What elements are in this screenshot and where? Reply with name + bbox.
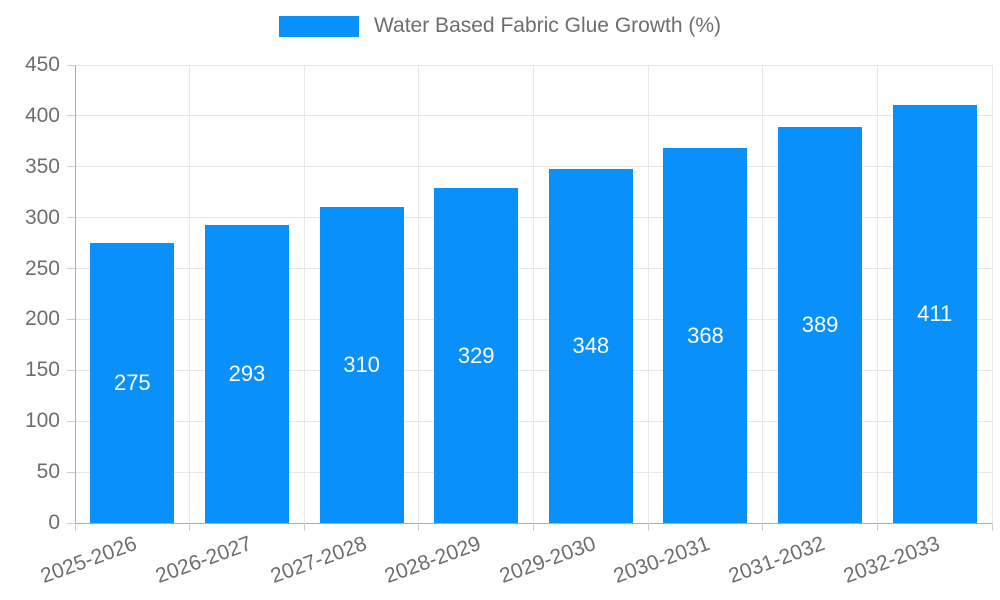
- y-tick-label: 250: [24, 256, 60, 280]
- y-tick-mark: [67, 471, 75, 473]
- x-tick-mark: [647, 523, 649, 531]
- y-tick-label: 200: [24, 307, 60, 331]
- x-tick-mark: [418, 523, 420, 531]
- x-tick-mark: [876, 523, 878, 531]
- bar-value-label: 368: [687, 322, 724, 348]
- y-tick-label: 400: [24, 103, 60, 127]
- y-tick-mark: [67, 115, 75, 117]
- y-tick-label: 450: [24, 53, 60, 76]
- bar-2031-2032[interactable]: 389: [778, 127, 863, 523]
- legend-label: Water Based Fabric Glue Growth (%): [374, 14, 721, 37]
- bar-2027-2028[interactable]: 310: [319, 207, 404, 523]
- y-tick-label: 300: [24, 205, 60, 229]
- legend[interactable]: Water Based Fabric Glue Growth (%): [0, 14, 1000, 38]
- gridline-vertical: [533, 65, 534, 523]
- y-axis-line: [74, 65, 76, 523]
- bar-2032-2033[interactable]: 411: [892, 104, 977, 523]
- bar-value-label: 310: [343, 352, 380, 378]
- x-tick-mark: [533, 523, 534, 531]
- bar-2026-2027[interactable]: 293: [204, 224, 289, 523]
- x-tick-mark: [991, 523, 993, 531]
- y-tick-label: 150: [24, 358, 60, 382]
- bar-2030-2031[interactable]: 368: [663, 148, 748, 523]
- y-tick-label: 100: [24, 409, 60, 433]
- x-tick-mark: [74, 523, 76, 531]
- bar-value-label: 348: [572, 332, 610, 358]
- x-tick-mark: [303, 523, 305, 531]
- y-tick-mark: [67, 268, 75, 270]
- gridline-vertical: [303, 65, 305, 523]
- y-tick-mark: [67, 522, 75, 524]
- bar-2029-2030[interactable]: 348: [548, 168, 633, 523]
- y-tick-label: 50: [36, 460, 60, 484]
- gridline-vertical: [876, 65, 878, 523]
- y-tick-mark: [67, 64, 75, 66]
- y-tick-mark: [67, 420, 75, 422]
- gridline-vertical: [418, 65, 420, 523]
- y-tick-label: 350: [24, 154, 60, 178]
- x-tick-mark: [762, 523, 764, 531]
- gridline-vertical: [762, 65, 764, 523]
- gridline-vertical: [991, 65, 993, 523]
- y-tick-mark: [67, 318, 75, 320]
- gridline-vertical: [189, 65, 191, 523]
- bar-value-label: 389: [801, 312, 839, 338]
- gridline-vertical: [647, 65, 649, 523]
- bar-value-label: 275: [113, 370, 151, 396]
- legend-swatch-icon: [279, 15, 359, 37]
- bar-value-label: 329: [457, 342, 495, 368]
- x-tick-mark: [189, 523, 191, 531]
- bar-value-label: 293: [228, 360, 266, 386]
- y-tick-label: 0: [48, 511, 60, 534]
- bar-2025-2026[interactable]: 275: [90, 243, 175, 523]
- bar-value-label: 411: [917, 300, 953, 326]
- y-tick-mark: [67, 369, 75, 371]
- bar-2028-2029[interactable]: 329: [434, 188, 519, 523]
- y-tick-mark: [67, 217, 75, 219]
- y-tick-mark: [67, 166, 75, 168]
